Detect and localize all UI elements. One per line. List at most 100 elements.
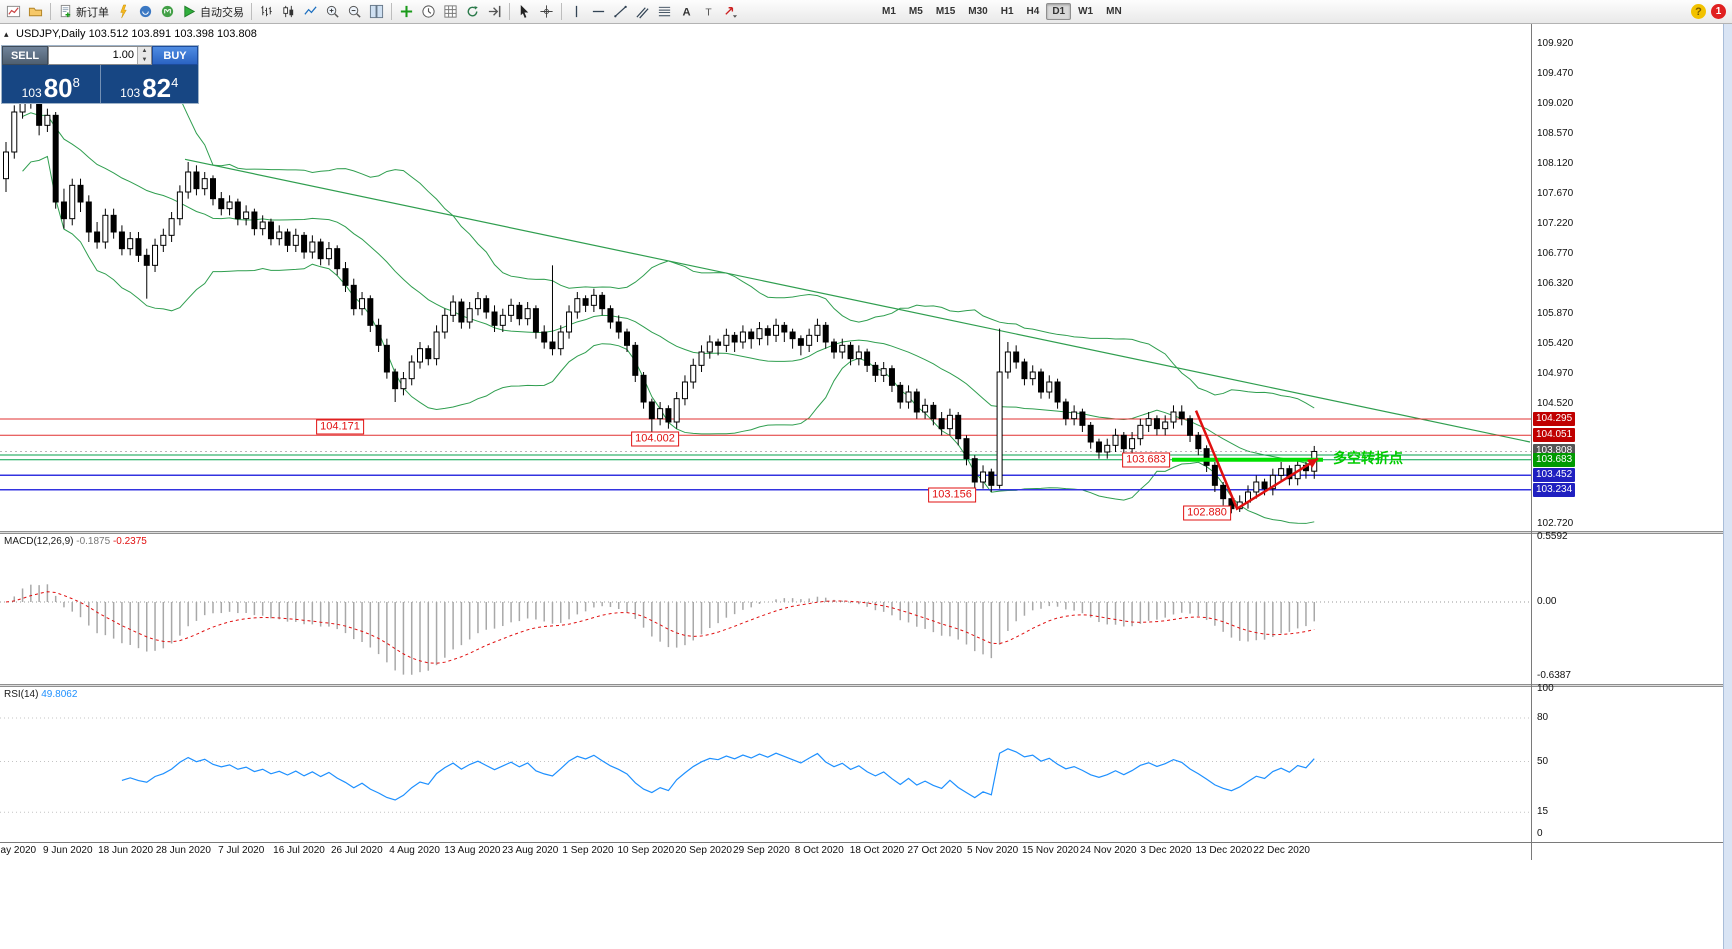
label-tool-button[interactable]: T: [698, 2, 719, 22]
price-tick-107.670: 107.670: [1537, 188, 1574, 199]
alerts-button[interactable]: [113, 2, 134, 22]
ask-price-display[interactable]: 103 82 4: [101, 65, 199, 103]
vertical-scrollbar[interactable]: [1723, 24, 1732, 949]
templates-button[interactable]: [440, 2, 461, 22]
descending-trendline[interactable]: [184, 158, 1531, 443]
date-label-13: 29 Sep 2020: [733, 845, 790, 856]
price-badge-103.234: 103.234: [1533, 482, 1576, 497]
macd-main-value: -0.1875: [76, 536, 111, 547]
date-label-3: 28 Jun 2020: [155, 845, 211, 856]
level-label-103.156[interactable]: 103.156: [928, 487, 976, 503]
channel-button[interactable]: [632, 2, 653, 22]
profiles-button[interactable]: [25, 2, 46, 22]
clock-icon: [422, 5, 435, 18]
level-label-104.002[interactable]: 104.002: [631, 431, 679, 447]
price-tick-104.970: 104.970: [1537, 368, 1574, 379]
macd-label: MACD(12,26,9) -0.1875 -0.2375: [4, 536, 147, 547]
date-label-17: 5 Nov 2020: [967, 845, 1019, 856]
chart-shift-button[interactable]: [484, 2, 505, 22]
level-label-103.683[interactable]: 103.683: [1122, 452, 1170, 468]
zoom-in-button[interactable]: [322, 2, 343, 22]
horizontal-line-button[interactable]: [588, 2, 609, 22]
trendline-button[interactable]: [610, 2, 631, 22]
toolbar-right-group: ? 1: [1691, 4, 1726, 19]
price-tick-106.770: 106.770: [1537, 248, 1574, 259]
timeframe-m30[interactable]: M30: [962, 3, 993, 20]
tile-windows-button[interactable]: [366, 2, 387, 22]
price-tick-109.920: 109.920: [1537, 38, 1574, 49]
bid-price-display[interactable]: 103 80 8: [2, 65, 101, 103]
rsi-axis-50: 50: [1537, 755, 1549, 767]
timeframe-h1[interactable]: H1: [995, 3, 1020, 20]
timeframe-w1[interactable]: W1: [1072, 3, 1099, 20]
spinner-up-icon[interactable]: ▲: [138, 47, 151, 56]
bid-big: 80: [43, 72, 73, 103]
date-label-20: 3 Dec 2020: [1140, 845, 1192, 856]
arrows-tool-button[interactable]: [720, 2, 741, 22]
candlestick-chart-button[interactable]: [278, 2, 299, 22]
indicators-button[interactable]: [396, 2, 417, 22]
mql5-button[interactable]: [157, 2, 178, 22]
rsi-axis-15: 15: [1537, 806, 1549, 818]
toolbar-separator: [251, 3, 252, 20]
close-value: 103.808: [217, 28, 257, 40]
new-order-label: 新订单: [76, 6, 109, 19]
new-order-button[interactable]: 新订单: [55, 2, 112, 22]
ask-main: 103: [120, 86, 141, 100]
vertical-line-button[interactable]: [566, 2, 587, 22]
chart-ohlc-header: USDJPY,Daily 103.512 103.891 103.398 103…: [16, 28, 257, 40]
new-chart-button[interactable]: [3, 2, 24, 22]
level-label-104.171[interactable]: 104.171: [316, 419, 364, 435]
toolbar-separator: [50, 3, 51, 20]
timeframe-mn[interactable]: MN: [1100, 3, 1128, 20]
rsi-panel[interactable]: [0, 687, 1531, 842]
date-axis-border: [0, 842, 1732, 843]
price-chart[interactable]: [0, 24, 1531, 531]
volume-input[interactable]: 1.00: [112, 49, 134, 61]
trendline-icon: [614, 5, 627, 18]
line-chart-button[interactable]: [300, 2, 321, 22]
timeframe-m1[interactable]: M1: [876, 3, 902, 20]
cursor-button[interactable]: [514, 2, 535, 22]
volume-spinner[interactable]: ▲ ▼: [137, 47, 151, 64]
panel-separator[interactable]: [0, 531, 1732, 534]
profiles-folder-icon: [28, 7, 43, 17]
text-a-icon: A: [682, 7, 690, 19]
date-label-14: 8 Oct 2020: [794, 845, 844, 856]
line-chart-icon: [304, 6, 317, 15]
one-click-trading-panel: SELL 1.00 ▲ ▼ BUY 103 80 8 103 82 4: [2, 46, 198, 103]
notification-badge[interactable]: 1: [1711, 4, 1726, 19]
macd-axis-0.5592: 0.5592: [1537, 531, 1568, 543]
buy-button[interactable]: BUY: [152, 46, 198, 65]
community-button[interactable]: [135, 2, 156, 22]
macd-panel[interactable]: [0, 534, 1531, 684]
spinner-down-icon[interactable]: ▼: [138, 55, 151, 64]
horizontal-line-icon: [592, 10, 605, 13]
timeframe-h4[interactable]: H4: [1021, 3, 1046, 20]
annotation-note: 多空转折点: [1333, 450, 1403, 467]
one-click-collapse-arrow[interactable]: ▴: [4, 29, 9, 39]
macd-axis--0.6387: -0.6387: [1537, 670, 1571, 682]
auto-trading-button[interactable]: 自动交易: [179, 2, 247, 22]
help-icon[interactable]: ?: [1691, 4, 1706, 19]
reversal-v-arrow[interactable]: [1194, 410, 1319, 511]
date-label-4: 7 Jul 2020: [218, 845, 265, 856]
templates-grid-icon: [444, 5, 457, 18]
auto-scroll-button[interactable]: [462, 2, 483, 22]
svg-text:A: A: [682, 7, 690, 19]
sell-button[interactable]: SELL: [2, 46, 48, 65]
timeframe-m15[interactable]: M15: [930, 3, 961, 20]
rsi-axis-100: 100: [1537, 683, 1554, 694]
reversal-arrowhead: [1307, 458, 1318, 468]
text-tool-button[interactable]: A: [676, 2, 697, 22]
fibonacci-button[interactable]: [654, 2, 675, 22]
periods-button[interactable]: [418, 2, 439, 22]
zoom-out-button[interactable]: [344, 2, 365, 22]
panel-separator[interactable]: [0, 684, 1732, 687]
timeframe-d1[interactable]: D1: [1046, 3, 1072, 20]
timeframe-m5[interactable]: M5: [903, 3, 929, 20]
bar-chart-button[interactable]: [256, 2, 277, 22]
level-label-102.880[interactable]: 102.880: [1183, 505, 1231, 521]
crosshair-button[interactable]: [536, 2, 557, 22]
